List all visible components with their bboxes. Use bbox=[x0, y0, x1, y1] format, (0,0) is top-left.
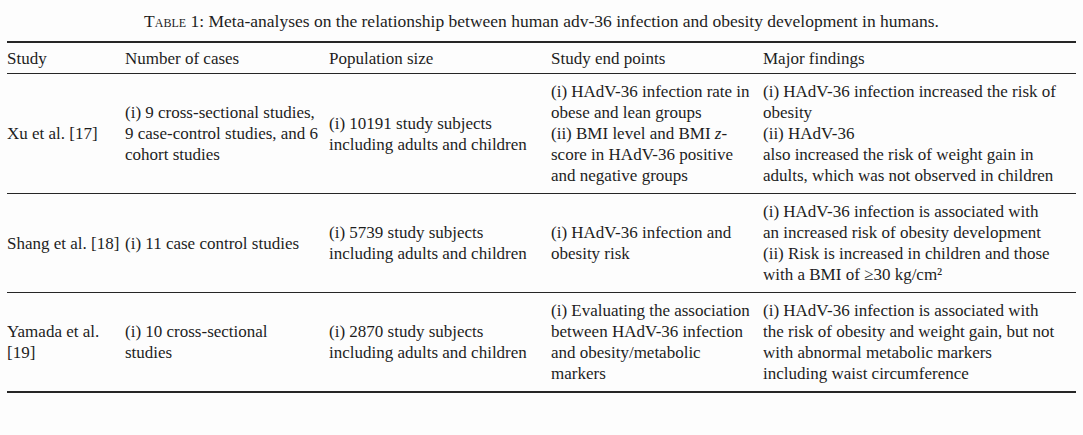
cell-findings: (i) HAdV-36 infection is associated with… bbox=[763, 194, 1076, 293]
cell-study: Xu et al. [17] bbox=[7, 74, 125, 194]
table-caption-text: Meta-analyses on the relationship betwee… bbox=[204, 11, 939, 31]
cell-population: (i) 2870 study subjects including adults… bbox=[329, 293, 551, 393]
paper-page: Table 1: Meta-analyses on the relationsh… bbox=[0, 10, 1083, 435]
table-head: StudyNumber of casesPopulation sizeStudy… bbox=[7, 42, 1076, 74]
table-body: Xu et al. [17](i) 9 cross-sectional stud… bbox=[7, 74, 1076, 393]
column-header-study: Study bbox=[7, 42, 125, 74]
cell-findings: (i) HAdV-36 infection increased the risk… bbox=[763, 74, 1076, 194]
cell-findings: (i) HAdV-36 infection is associated with… bbox=[763, 293, 1076, 393]
table-row: Xu et al. [17](i) 9 cross-sectional stud… bbox=[7, 74, 1076, 194]
cell-population: (i) 10191 study subjects including adult… bbox=[329, 74, 551, 194]
table-caption: Table 1: Meta-analyses on the relationsh… bbox=[0, 10, 1083, 32]
cell-endpoints: (i) HAdV-36 infection rate in obese and … bbox=[551, 74, 763, 194]
cell-endpoints: (i) HAdV-36 infection and obesity risk bbox=[551, 194, 763, 293]
column-header-cases: Number of cases bbox=[125, 42, 329, 74]
column-header-population: Population size bbox=[329, 42, 551, 74]
column-header-findings: Major findings bbox=[763, 42, 1076, 74]
cell-endpoints: (i) Evaluating the association between H… bbox=[551, 293, 763, 393]
cell-cases: (i) 11 case control studies bbox=[125, 194, 329, 293]
table-row: Yamada et al. [19](i) 10 cross-sectional… bbox=[7, 293, 1076, 393]
cell-study: Shang et al. [18] bbox=[7, 194, 125, 293]
cell-cases: (i) 9 cross-sectional studies, 9 case-co… bbox=[125, 74, 329, 194]
table-row: Shang et al. [18](i) 11 case control stu… bbox=[7, 194, 1076, 293]
cell-study: Yamada et al. [19] bbox=[7, 293, 125, 393]
cell-cases: (i) 10 cross-sectional studies bbox=[125, 293, 329, 393]
meta-analyses-table: StudyNumber of casesPopulation sizeStudy… bbox=[7, 41, 1076, 393]
cell-population: (i) 5739 study subjects including adults… bbox=[329, 194, 551, 293]
table-caption-label: Table 1: bbox=[144, 11, 204, 31]
header-row: StudyNumber of casesPopulation sizeStudy… bbox=[7, 42, 1076, 74]
column-header-endpoints: Study end points bbox=[551, 42, 763, 74]
